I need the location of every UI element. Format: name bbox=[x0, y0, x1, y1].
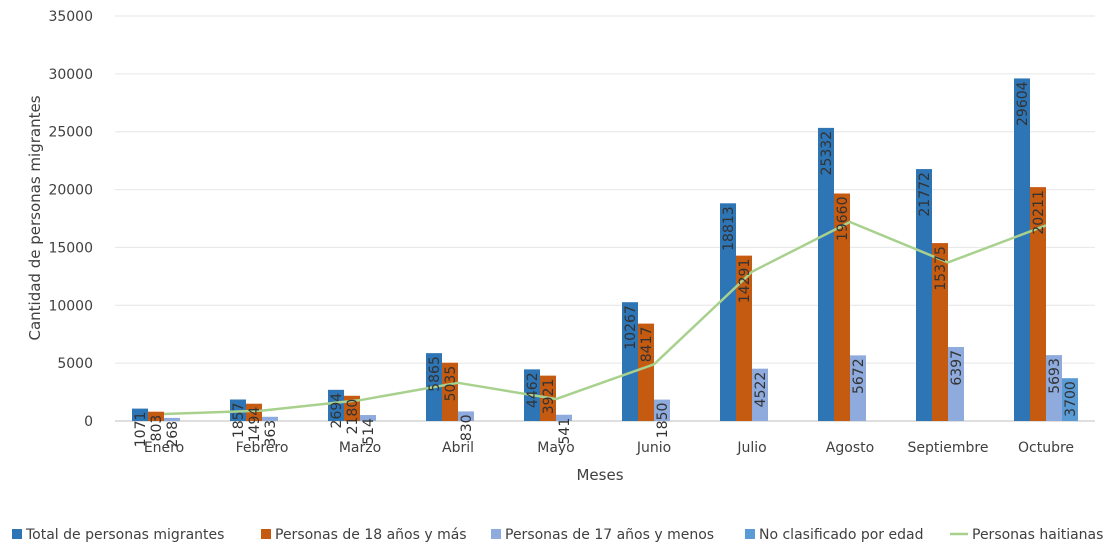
legend-label: No clasificado por edad bbox=[759, 527, 923, 543]
bar bbox=[932, 243, 948, 421]
bar bbox=[1062, 378, 1078, 421]
data-label: 4462 bbox=[525, 372, 541, 408]
bar bbox=[622, 302, 638, 421]
y-tick-label: 25000 bbox=[48, 125, 93, 141]
x-tick-label: Marzo bbox=[339, 440, 381, 456]
data-label: 14291 bbox=[737, 259, 753, 304]
data-label: 6397 bbox=[949, 350, 965, 386]
data-label: 29604 bbox=[1015, 81, 1031, 126]
x-tick-label: Junio bbox=[636, 440, 671, 456]
x-tick-label: Abril bbox=[442, 440, 474, 456]
y-tick-label: 5000 bbox=[57, 356, 93, 372]
y-tick-label: 0 bbox=[84, 414, 93, 430]
y-tick-label: 30000 bbox=[48, 67, 93, 83]
data-label: 3921 bbox=[541, 379, 557, 415]
y-tick-label: 35000 bbox=[48, 9, 93, 25]
x-tick-label: Febrero bbox=[236, 440, 289, 456]
bar bbox=[132, 408, 148, 421]
bars bbox=[132, 78, 1078, 422]
line-haitianas bbox=[163, 220, 1047, 416]
y-axis-title: Cantidad de personas migrantes bbox=[26, 95, 44, 340]
data-label: 2180 bbox=[345, 399, 361, 435]
x-tick-label: Julio bbox=[736, 440, 766, 456]
data-label: 5672 bbox=[851, 358, 867, 394]
legend-swatch bbox=[745, 529, 755, 539]
x-tick-label: Enero bbox=[144, 440, 184, 456]
legend-swatch bbox=[12, 529, 22, 539]
x-tick-label: Septiembre bbox=[908, 440, 989, 456]
bar bbox=[834, 193, 850, 421]
y-tick-label: 20000 bbox=[48, 183, 93, 199]
y-axis-ticks: 0 5000 10000 15000 20000 25000 30000 35000 bbox=[48, 9, 93, 430]
bar bbox=[916, 169, 932, 421]
data-label: 15375 bbox=[933, 246, 949, 291]
bar bbox=[1014, 78, 1030, 422]
bar bbox=[1046, 355, 1062, 421]
data-label: 541 bbox=[557, 418, 573, 445]
bar bbox=[850, 355, 866, 421]
legend-label: Total de personas migrantes bbox=[25, 527, 224, 543]
bar bbox=[458, 411, 474, 421]
data-label: 1494 bbox=[247, 407, 263, 443]
bar bbox=[328, 389, 344, 421]
y-tick-label: 15000 bbox=[48, 240, 93, 256]
bar bbox=[638, 323, 654, 421]
data-label: 4522 bbox=[753, 372, 769, 408]
data-label: 363 bbox=[263, 420, 279, 447]
bar bbox=[442, 362, 458, 421]
bar bbox=[360, 415, 376, 421]
data-labels: 1071 1857 2694 5865 4462 10267 18813 25332 21772… bbox=[133, 81, 1079, 447]
data-label: 18813 bbox=[721, 206, 737, 251]
x-tick-label: Mayo bbox=[537, 440, 575, 456]
data-label: 3700 bbox=[1063, 381, 1079, 417]
line-series bbox=[163, 220, 1047, 416]
bar bbox=[246, 403, 262, 421]
bar bbox=[736, 255, 752, 421]
data-label: 21772 bbox=[917, 172, 933, 217]
data-label: 5865 bbox=[427, 356, 443, 392]
bar bbox=[654, 399, 670, 421]
data-label: 20211 bbox=[1031, 190, 1047, 235]
x-axis-ticks: Enero Febrero Marzo Abril Mayo Junio Julio Agos… bbox=[144, 440, 1074, 456]
data-label: 1857 bbox=[231, 403, 247, 439]
y-tick-label: 10000 bbox=[48, 298, 93, 314]
x-tick-label: Agosto bbox=[826, 440, 874, 456]
x-axis-title: Meses bbox=[576, 466, 623, 484]
data-label: 514 bbox=[361, 418, 377, 445]
bar bbox=[164, 417, 180, 421]
legend: Total de personas migrantes Personas de 1… bbox=[12, 527, 1103, 543]
data-label: 2694 bbox=[329, 393, 345, 429]
data-label: 803 bbox=[149, 415, 165, 442]
legend-label: Personas de 18 años y más bbox=[275, 527, 467, 543]
legend-swatch bbox=[491, 529, 501, 539]
data-label: 25332 bbox=[819, 131, 835, 176]
legend-swatch bbox=[261, 529, 271, 539]
data-label: 5693 bbox=[1047, 358, 1063, 394]
data-label: 268 bbox=[165, 421, 181, 448]
bar bbox=[148, 411, 164, 421]
bar bbox=[262, 416, 278, 421]
data-label: 830 bbox=[459, 414, 475, 441]
data-label: 8417 bbox=[639, 327, 655, 363]
bar bbox=[818, 127, 834, 422]
data-label: 5035 bbox=[443, 366, 459, 402]
data-label: 1071 bbox=[133, 412, 149, 448]
legend-label: Personas haitianas bbox=[972, 527, 1103, 543]
bar bbox=[556, 414, 572, 421]
gridlines bbox=[115, 15, 1095, 422]
legend-label: Personas de 17 años y menos bbox=[505, 527, 714, 543]
bar bbox=[720, 203, 736, 421]
bar bbox=[948, 346, 964, 421]
x-tick-label: Octubre bbox=[1018, 440, 1074, 456]
data-label: 1850 bbox=[655, 403, 671, 439]
data-label: 19660 bbox=[835, 197, 851, 242]
data-label: 10267 bbox=[623, 305, 639, 350]
bar bbox=[1030, 187, 1046, 421]
bar bbox=[752, 368, 768, 421]
